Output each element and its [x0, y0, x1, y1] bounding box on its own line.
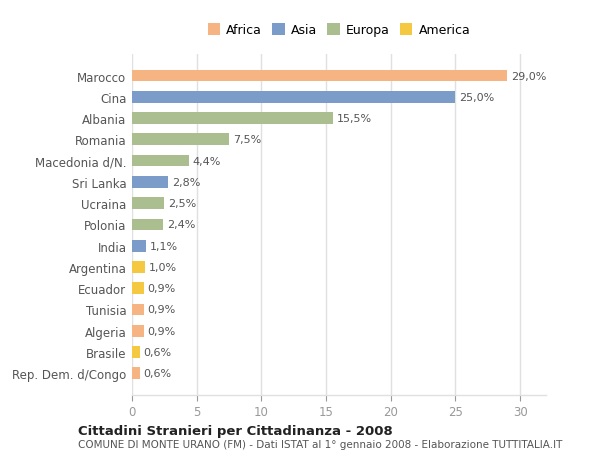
Text: 0,9%: 0,9%	[148, 326, 176, 336]
Text: 1,0%: 1,0%	[149, 263, 177, 272]
Text: 1,1%: 1,1%	[150, 241, 178, 251]
Bar	[132, 262, 145, 273]
Bar	[132, 198, 164, 209]
Bar	[132, 283, 143, 294]
Text: 0,6%: 0,6%	[143, 347, 172, 357]
Text: 0,6%: 0,6%	[143, 369, 172, 379]
Text: 4,4%: 4,4%	[193, 156, 221, 166]
Text: 2,4%: 2,4%	[167, 220, 196, 230]
Text: 25,0%: 25,0%	[460, 93, 494, 102]
Text: 29,0%: 29,0%	[511, 71, 547, 81]
Text: COMUNE DI MONTE URANO (FM) - Dati ISTAT al 1° gennaio 2008 - Elaborazione TUTTIT: COMUNE DI MONTE URANO (FM) - Dati ISTAT …	[78, 440, 562, 449]
Bar	[132, 156, 189, 167]
Bar	[132, 241, 146, 252]
Bar	[132, 368, 140, 379]
Text: 2,5%: 2,5%	[168, 199, 196, 209]
Bar	[132, 92, 455, 103]
Text: 0,9%: 0,9%	[148, 284, 176, 294]
Bar	[132, 325, 143, 337]
Legend: Africa, Asia, Europa, America: Africa, Asia, Europa, America	[204, 21, 474, 41]
Bar	[132, 304, 143, 316]
Text: 0,9%: 0,9%	[148, 305, 176, 315]
Bar	[132, 219, 163, 231]
Text: 7,5%: 7,5%	[233, 135, 261, 145]
Bar	[132, 113, 332, 125]
Bar	[132, 177, 168, 188]
Text: Cittadini Stranieri per Cittadinanza - 2008: Cittadini Stranieri per Cittadinanza - 2…	[78, 424, 393, 437]
Bar	[132, 71, 507, 82]
Bar	[132, 347, 140, 358]
Text: 2,8%: 2,8%	[172, 178, 200, 187]
Text: 15,5%: 15,5%	[337, 114, 371, 124]
Bar	[132, 134, 229, 146]
